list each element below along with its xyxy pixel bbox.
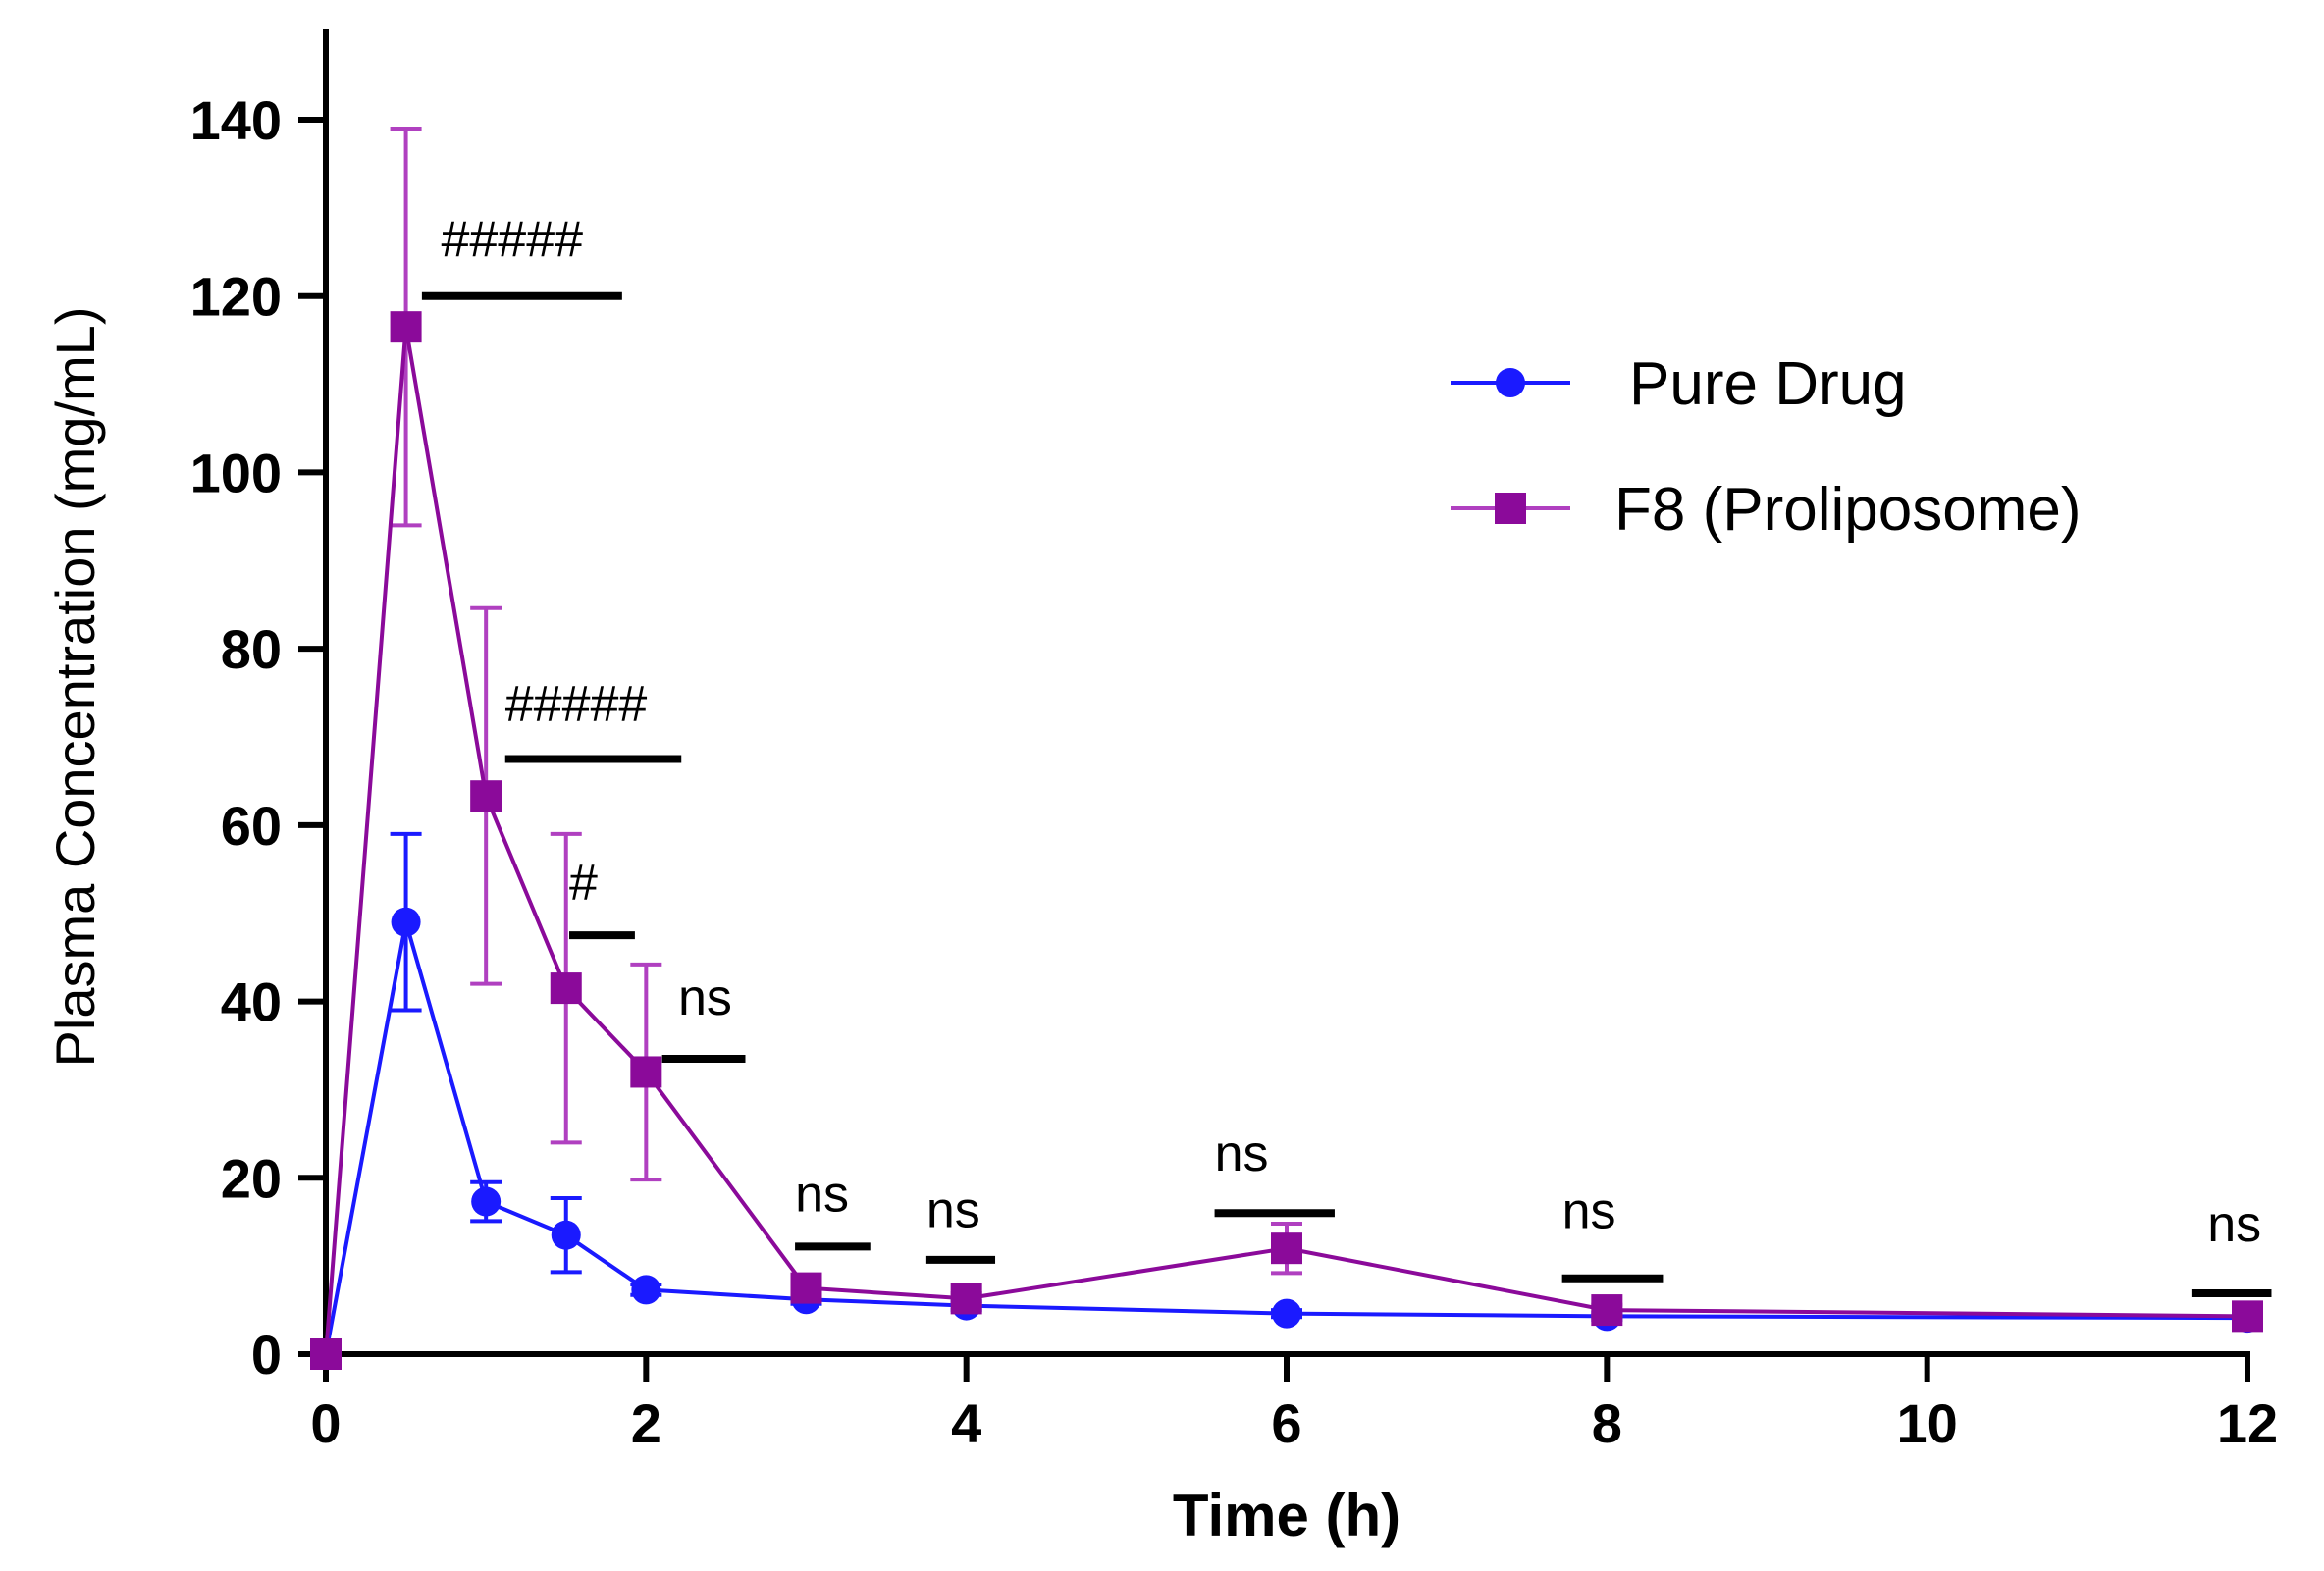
y-tick-label-60: 60	[221, 795, 282, 857]
data-point	[391, 907, 421, 937]
significance-label: ns	[678, 969, 732, 1026]
y-tick-label-140: 140	[190, 89, 282, 151]
legend-item-f8-proliposome: F8 (Proliposome)	[1451, 476, 2081, 544]
data-point	[1271, 1232, 1302, 1265]
y-axis-title: Plasma Concentration (mg/mL)	[44, 307, 106, 1068]
data-point	[390, 311, 422, 343]
data-point	[470, 780, 502, 812]
significance-label: ns	[1215, 1126, 1269, 1182]
y-tick-label-80: 80	[221, 618, 282, 680]
data-point	[550, 972, 582, 1005]
significance-marker: ns	[1214, 1126, 1335, 1218]
data-point	[790, 1272, 822, 1304]
x-tick-label-6: 6	[1271, 1392, 1301, 1454]
data-point	[1272, 1298, 1301, 1329]
x-tick-label-12: 12	[2217, 1392, 2278, 1454]
significance-label: ns	[926, 1182, 980, 1239]
ticks: 0 20 40 60 80 100 120 140 0 2 4 6 8 10 12	[190, 89, 2279, 1454]
series-layer	[310, 126, 2263, 1370]
significance-marker: ns	[2191, 1196, 2272, 1297]
data-point	[471, 1186, 502, 1217]
significance-label: #	[569, 855, 598, 912]
x-tick-label-10: 10	[1897, 1392, 1958, 1454]
significance-label: #####	[441, 211, 583, 268]
significance-label: ns	[1562, 1183, 1616, 1240]
legend: Pure Drug F8 (Proliposome)	[1451, 350, 2081, 544]
significance-marker: ns	[661, 969, 746, 1063]
x-tick-label-4: 4	[951, 1392, 981, 1454]
series-line	[324, 326, 2248, 1355]
x-axis-title: Time (h)	[1173, 1483, 1400, 1548]
significance-marker: #####	[504, 676, 682, 763]
series-pure-drug	[311, 831, 2263, 1369]
y-tick-label-0: 0	[251, 1324, 282, 1386]
data-point	[551, 1220, 581, 1250]
significance-label: ns	[2207, 1196, 2261, 1253]
legend-label-pure-drug: Pure Drug	[1629, 350, 1907, 418]
series-f8-proliposome	[310, 126, 2263, 1370]
y-tick-label-100: 100	[190, 442, 282, 503]
y-tick-label-20: 20	[221, 1147, 282, 1209]
significance-marker: ns	[795, 1166, 871, 1251]
legend-marker-pure-drug	[1496, 368, 1525, 397]
data-point	[2232, 1300, 2263, 1333]
x-tick-label-2: 2	[631, 1392, 661, 1454]
significance-marker: #####	[421, 211, 622, 300]
significance-label: #####	[505, 676, 648, 733]
significance-marker: #	[569, 855, 635, 940]
y-tick-label-120: 120	[190, 266, 282, 328]
y-tick-label-40: 40	[221, 971, 282, 1033]
legend-item-pure-drug: Pure Drug	[1451, 350, 1907, 418]
legend-label-f8-proliposome: F8 (Proliposome)	[1614, 476, 2081, 544]
x-tick-label-0: 0	[310, 1392, 341, 1454]
significance-marker: ns	[925, 1182, 996, 1264]
significance-label: ns	[795, 1166, 849, 1223]
legend-marker-f8-proliposome	[1495, 493, 1526, 524]
data-point	[310, 1338, 342, 1370]
axes: 0 20 40 60 80 100 120 140 0 2 4 6 8 10 12 Time (h) Pla…	[44, 29, 2278, 1548]
significance-marker: ns	[1561, 1183, 1664, 1283]
x-tick-label-8: 8	[1592, 1392, 1622, 1454]
data-point	[630, 1056, 662, 1088]
series-line	[324, 921, 2248, 1355]
data-point	[631, 1275, 661, 1305]
data-point	[950, 1283, 982, 1315]
data-point	[1591, 1294, 1623, 1327]
